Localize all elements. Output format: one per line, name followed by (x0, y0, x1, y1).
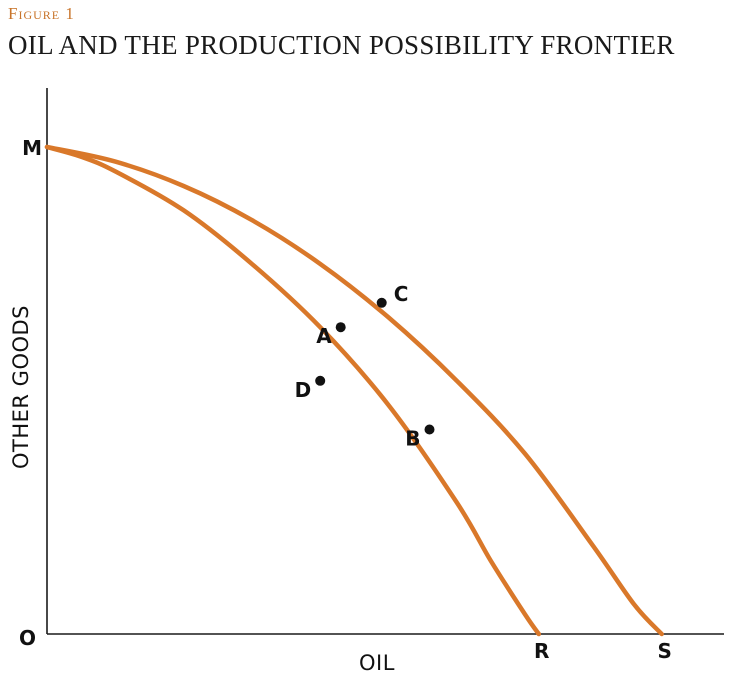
figure-label: Figure 1 (8, 4, 75, 23)
x-axis-title: OIL (359, 651, 395, 675)
points-layer: A B C D (295, 282, 435, 451)
endpoint-labels-layer: M R S (22, 136, 672, 663)
point-label-b: B (405, 427, 420, 451)
point-a (335, 322, 346, 333)
point-label-d: D (295, 378, 312, 402)
y-axis-title: OTHER GOODS (9, 305, 33, 469)
ppf-curve-inner (44, 144, 542, 637)
point-b (424, 424, 435, 435)
point-label-a: A (316, 324, 332, 348)
point-label-c: C (394, 282, 409, 306)
curve-end-label-inner: R (534, 639, 549, 663)
curve-end-label-outer: S (657, 639, 671, 663)
chart-title: OIL AND THE PRODUCTION POSSIBILITY FRONT… (8, 30, 675, 60)
point-d (315, 375, 326, 386)
curves-layer (44, 144, 664, 637)
curve-start-label: M (22, 136, 42, 160)
origin-label: O (19, 626, 36, 650)
ppf-curve-outer (44, 144, 664, 637)
point-c (376, 297, 387, 308)
